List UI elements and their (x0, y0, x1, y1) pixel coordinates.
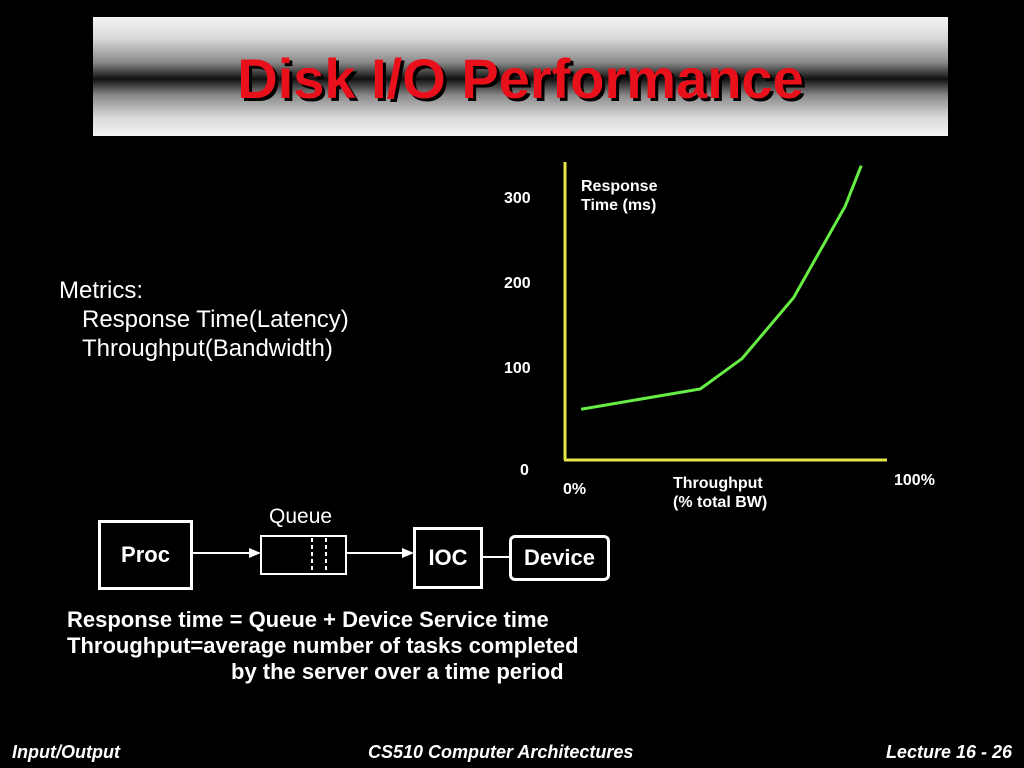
ioc-box: IOC (413, 527, 483, 589)
slide-title: Disk I/O Performance (237, 47, 804, 110)
footer-topic: Input/Output (12, 742, 120, 762)
proc-box: Proc (98, 520, 193, 590)
queue-box (260, 535, 347, 575)
device-box: Device (509, 535, 610, 581)
throughput-definition: Throughput=average number of tasks compl… (67, 633, 579, 658)
y-axis-label-line2: Time (ms) (581, 197, 657, 214)
response-time-definition: Response time = Queue + Device Service t… (67, 607, 549, 632)
x-axis-label-line2: (% total BW) (673, 494, 768, 511)
y-tick-0: 0 (520, 462, 529, 479)
x-axis-label-line1: Throughput (673, 475, 763, 492)
y-tick-300: 300 (504, 190, 531, 207)
footer-page: Lecture 16 - 26 (885, 742, 1012, 762)
queue-label: Queue (269, 505, 333, 528)
footer-course: CS510 Computer Architectures (368, 742, 634, 762)
metrics-heading: Metrics: (59, 277, 143, 304)
x-tick-0: 0% (563, 481, 587, 498)
metrics-block: Metrics: Response Time(Latency) Throughp… (59, 276, 349, 363)
title-band (93, 17, 948, 136)
metric-response-time: Response Time(Latency) (82, 306, 349, 333)
x-tick-100: 100% (894, 472, 935, 489)
y-axis-label-line1: Response (581, 178, 658, 195)
throughput-definition-cont: by the server over a time period (231, 659, 564, 684)
y-axis-label: Response Time (ms) (581, 177, 657, 215)
y-tick-200: 200 (504, 275, 531, 292)
metric-throughput: Throughput(Bandwidth) (82, 335, 333, 362)
definitions-text: Response time = Queue + Device Service t… (67, 607, 579, 685)
x-axis-label: Throughput (% total BW) (673, 474, 767, 512)
y-tick-100: 100 (504, 360, 531, 377)
